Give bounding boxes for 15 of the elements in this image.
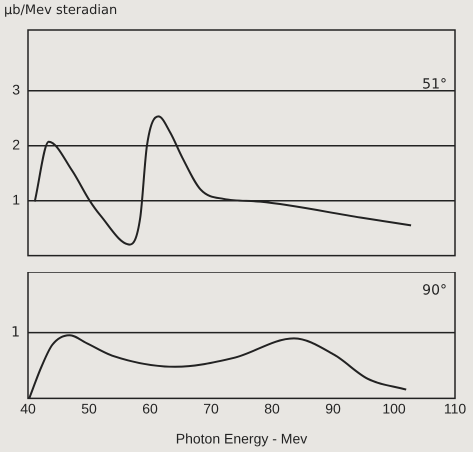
- x-tick-label: 40: [20, 400, 36, 417]
- x-tick-label: 110: [444, 400, 466, 417]
- x-tick-label: 100: [382, 400, 406, 417]
- y-tick-label: 2: [12, 136, 20, 152]
- text: 90°: [422, 282, 447, 299]
- x-axis-title: Photon Energy - Mev: [176, 430, 308, 446]
- x-tick-label: 80: [264, 400, 280, 417]
- x-tick-label: 70: [203, 400, 219, 417]
- y-axis-title: μb/Mev steradian: [4, 2, 118, 18]
- x-tick-label: 50: [81, 400, 97, 417]
- x-tick-label: 60: [142, 400, 158, 417]
- y-tick-label: 3: [12, 81, 20, 98]
- annotation: 51°: [422, 76, 447, 93]
- x-tick-label: 90: [325, 400, 341, 417]
- y-tick-label: 1: [12, 191, 20, 208]
